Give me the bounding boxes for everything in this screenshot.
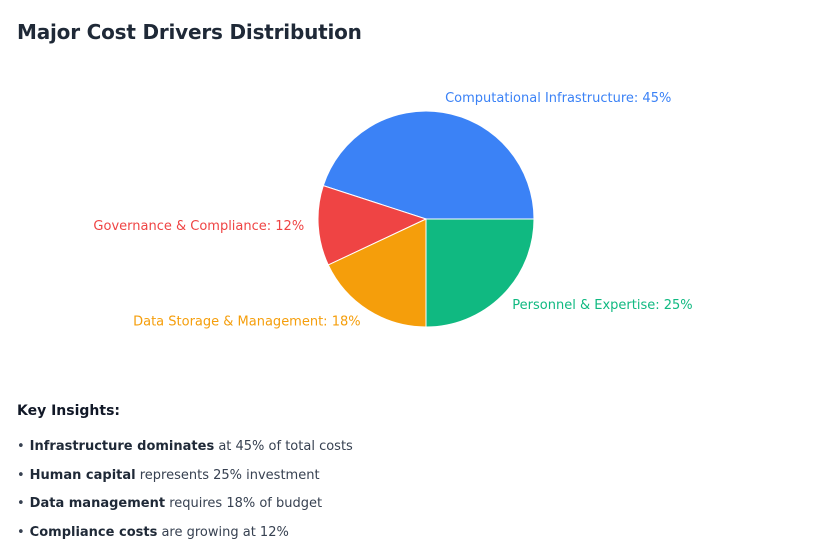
pie-slice (425, 218, 535, 328)
insights-heading: Key Insights: (17, 403, 121, 419)
insight-bold: Human capital (29, 467, 136, 483)
insight-text: at 45% of total costs (214, 439, 353, 454)
bullet: • (17, 467, 25, 483)
slice-label: Computational Infrastructure: 45% (445, 91, 671, 106)
pie-slice (322, 110, 535, 220)
pie-chart: Computational Infrastructure: 45% Governa… (93, 91, 692, 330)
insight-bold: Infrastructure dominates (29, 439, 215, 454)
insight-bold: Compliance costs (29, 524, 158, 540)
insight-text: are growing at 12% (157, 524, 289, 540)
insight-text: requires 18% of budget (165, 496, 323, 511)
insight-item: • Infrastructure dominates at 45% of tota… (17, 438, 797, 467)
key-insights: Key Insights: • Infrastructure dominates … (17, 403, 797, 552)
bullet: • (17, 524, 25, 540)
bullet: • (17, 439, 25, 454)
insight-item: • Data management requires 18% of budget (17, 495, 797, 524)
insight-text: represents 25% investment (135, 467, 320, 483)
slice-label: Data Storage & Management: 18% (133, 315, 360, 330)
pie-slice (317, 184, 428, 266)
insight-item: • Human capital represents 25% investment (17, 467, 797, 496)
slice-label: Governance & Compliance: 12% (93, 219, 304, 234)
insights-list: • Infrastructure dominates at 45% of tota… (17, 438, 797, 552)
slice-label: Personnel & Expertise: 25% (512, 298, 692, 313)
bullet: • (17, 496, 25, 511)
pie-slice (327, 218, 427, 328)
insight-bold: Data management (29, 496, 166, 511)
page-title: Major Cost Drivers Distribution (17, 20, 362, 44)
insight-item: • Compliance costs are growing at 12% (17, 524, 797, 553)
